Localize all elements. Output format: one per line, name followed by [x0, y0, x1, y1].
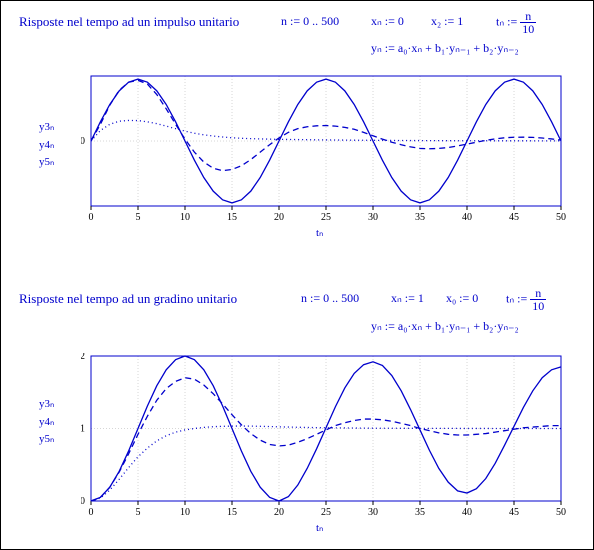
chart1-def-y: yₙ := a₀·xₙ + b₁·yₙ₋₁ + b₂·yₙ₋₂: [371, 41, 519, 56]
svg-text:30: 30: [368, 212, 378, 223]
chart2-def-y: yₙ := a₀·xₙ + b₁·yₙ₋₁ + b₂·yₙ₋₂: [371, 319, 519, 334]
chart1-title: Risposte nel tempo ad un impulso unitari…: [19, 14, 239, 30]
chart2-ylabels: y3ₙ y4ₙ y5ₙ: [39, 396, 54, 449]
svg-text:15: 15: [227, 212, 237, 223]
y5-label: y5ₙ: [39, 154, 54, 172]
chart2-def-tn: tₙ := n10: [506, 287, 546, 312]
y3-label: y3ₙ: [39, 119, 54, 137]
svg-text:1: 1: [81, 424, 85, 435]
y4-label: y4ₙ: [39, 137, 54, 155]
svg-text:35: 35: [415, 507, 425, 518]
svg-text:25: 25: [321, 507, 331, 518]
svg-text:40: 40: [462, 507, 472, 518]
chart2-def-nrange: n := 0 .. 500: [301, 291, 359, 306]
chart1-plot: 0 5 10 15 20 25 30 35 40 45 50 0: [81, 73, 571, 226]
chart2-plot: 0 5 10 15 20 25 30 35 40 45 50 0 1 2: [81, 353, 571, 521]
svg-text:15: 15: [227, 507, 237, 518]
svg-text:5: 5: [136, 507, 141, 518]
chart1-def-xn: xₙ := 0: [371, 14, 404, 29]
svg-text:45: 45: [509, 507, 519, 518]
svg-text:45: 45: [509, 212, 519, 223]
svg-text:0: 0: [89, 507, 94, 518]
svg-text:40: 40: [462, 212, 472, 223]
tn2-label: tₙ :=: [506, 291, 527, 305]
svg-text:25: 25: [321, 212, 331, 223]
svg-text:35: 35: [415, 212, 425, 223]
chart2-title: Risposte nel tempo ad un gradino unitari…: [19, 291, 237, 307]
tn-den: 10: [520, 23, 536, 35]
svg-text:50: 50: [556, 507, 566, 518]
svg-text:50: 50: [556, 212, 566, 223]
svg-text:10: 10: [180, 507, 190, 518]
chart2-xlabel: tₙ: [316, 521, 323, 534]
svg-text:20: 20: [274, 212, 284, 223]
tn2-den: 10: [530, 300, 546, 312]
svg-text:30: 30: [368, 507, 378, 518]
tn-label: tₙ :=: [496, 14, 517, 28]
svg-text:5: 5: [136, 212, 141, 223]
chart1-def-tn: tₙ := n10: [496, 10, 536, 35]
y3-label2: y3ₙ: [39, 396, 54, 414]
svg-text:0: 0: [89, 212, 94, 223]
chart2-def-xn: xₙ := 1: [391, 291, 424, 306]
svg-text:10: 10: [180, 212, 190, 223]
chart1-xlabel: tₙ: [316, 226, 323, 239]
chart1-def-x2: x₂ := 1: [431, 14, 463, 29]
y5-label2: y5ₙ: [39, 431, 54, 449]
svg-text:0: 0: [81, 136, 85, 147]
svg-text:0: 0: [81, 496, 85, 507]
chart1-def-nrange: n := 0 .. 500: [281, 14, 339, 29]
chart2-def-x0: x₀ := 0: [446, 291, 478, 306]
svg-text:20: 20: [274, 507, 284, 518]
svg-text:2: 2: [81, 353, 85, 362]
y4-label2: y4ₙ: [39, 414, 54, 432]
chart1-ylabels: y3ₙ y4ₙ y5ₙ: [39, 119, 54, 172]
